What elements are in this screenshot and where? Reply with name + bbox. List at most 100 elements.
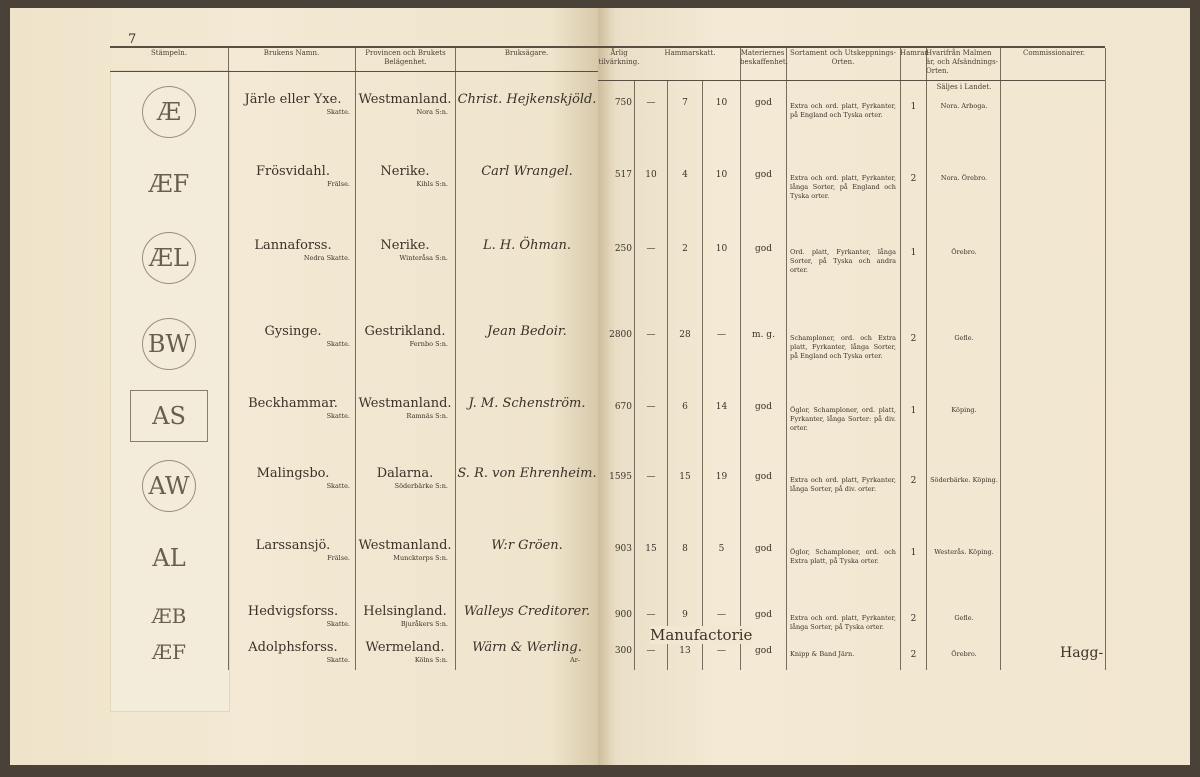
- column-divider: [355, 48, 356, 670]
- origin: Westerås. Köping.: [934, 548, 994, 556]
- sortament: Schamploner, ord. och Extra platt, Fyrka…: [790, 334, 896, 360]
- header-hamrar: Hamrar.: [900, 49, 930, 57]
- parish: Nora S:n.: [416, 108, 448, 116]
- stamp-mark: AW: [142, 460, 196, 512]
- header-stampeln: Stämpeln.: [150, 49, 187, 57]
- sortament: Ord. platt, Fyrkanter, långa Sorter, på …: [790, 248, 896, 274]
- hamrar: 2: [910, 334, 917, 344]
- sortament: Knipp & Band Järn.: [790, 650, 855, 658]
- hammarskatt-col2: 4: [682, 170, 688, 180]
- hammarskatt-col1: —: [646, 244, 656, 254]
- left-page: 7 Stämpeln. Brukens Namn. Provincen och …: [10, 8, 598, 765]
- brukets-namn: Larssansjö.: [255, 538, 331, 553]
- saljes-i-landet: Säljes i Landet.: [936, 83, 992, 91]
- parish: Ramnäs S:n.: [406, 412, 448, 420]
- hammarskatt-col2: 28: [679, 330, 691, 340]
- hammarskatt-col1: 10: [645, 170, 657, 180]
- header-materier: Materiernes beskaffenhet.: [740, 49, 788, 66]
- material-quality: god: [755, 402, 772, 412]
- annual-production: 517: [614, 170, 632, 180]
- origin: Nora. Örebro.: [940, 174, 988, 182]
- material-quality: god: [755, 472, 772, 482]
- brukets-namn: Beckhammar.: [248, 396, 338, 411]
- origin: Nora. Arboga.: [940, 102, 988, 110]
- column-divider: [900, 48, 901, 670]
- material-quality: m. g.: [752, 330, 775, 340]
- hammarskatt-col3: 10: [715, 244, 728, 254]
- tenure: Skatte.: [326, 412, 350, 420]
- column-divider: [926, 48, 927, 670]
- material-quality: god: [755, 544, 772, 554]
- hamrar: 2: [910, 614, 917, 624]
- column-divider: [634, 80, 635, 670]
- page-number: 7: [128, 32, 137, 47]
- province: Dalarna.: [376, 466, 434, 481]
- hammarskatt-col3: —: [717, 646, 726, 656]
- column-divider: [1000, 48, 1001, 670]
- header-bruksagare: Bruksägare.: [504, 49, 549, 57]
- column-divider: [228, 48, 229, 670]
- hamrar: 2: [910, 650, 917, 660]
- parish: Kölns S:n.: [414, 656, 448, 664]
- annual-production: 2800: [609, 330, 632, 340]
- province: Wermeland.: [365, 640, 445, 655]
- header-hammarskatt: Hammarskatt.: [664, 49, 716, 57]
- province: Nerike.: [380, 164, 430, 179]
- hammarskatt-col3: 10: [715, 170, 728, 180]
- header-arlig: Årlig tilvärkning.: [598, 49, 640, 66]
- material-quality: god: [755, 170, 772, 180]
- annual-production: 900: [614, 610, 632, 620]
- hammarskatt-col2: 7: [682, 98, 688, 108]
- annual-production: 903: [614, 544, 632, 554]
- owner-note: Ar-: [570, 656, 580, 664]
- hammarskatt-col1: —: [646, 646, 656, 656]
- bruksagare: W:r Gröen.: [491, 538, 563, 553]
- column-divider: [786, 48, 787, 670]
- bruksagare: J. M. Schenström.: [468, 396, 586, 411]
- bruksagare: Carl Wrangel.: [481, 164, 573, 179]
- tenure: Skatte.: [326, 108, 350, 116]
- brukets-namn: Gysinge.: [264, 324, 322, 339]
- stamp-mark: Æ: [142, 86, 196, 138]
- annual-production: 750: [614, 98, 632, 108]
- parish: Fernbo S:n.: [409, 340, 448, 348]
- annual-production: 300: [614, 646, 632, 656]
- stamp-mark: AS: [130, 390, 208, 442]
- hammarskatt-col2: 8: [682, 544, 688, 554]
- sortament: Extra och ord. platt, Fyrkanter, långa S…: [790, 614, 896, 631]
- bruksagare: Christ. Hejkenskjöld.: [457, 92, 597, 107]
- annual-production: 1595: [609, 472, 632, 482]
- hamrar: 1: [910, 406, 917, 416]
- hamrar: 2: [910, 174, 917, 184]
- material-quality: god: [755, 610, 772, 620]
- parish: Winteråsa S:n.: [399, 254, 448, 262]
- header-provincen: Provincen och Brukets Belägenhet.: [365, 49, 446, 66]
- tenure: Frälse.: [327, 554, 350, 562]
- right-page: Årlig tilvärkning. Hammarskatt. Materier…: [598, 8, 1190, 765]
- brukets-namn: Malingsbo.: [256, 466, 330, 481]
- hammarskatt-col1: —: [646, 402, 656, 412]
- hammarskatt-col1: —: [646, 98, 656, 108]
- column-divider: [702, 80, 703, 670]
- hammarskatt-col3: 5: [718, 544, 725, 554]
- manufactorie-label: Manufactorie: [650, 626, 753, 644]
- parish: Bjuråkers S:n.: [400, 620, 448, 628]
- bruksagare: Walleys Creditorer.: [463, 604, 591, 619]
- stamp-mark: BW: [142, 318, 196, 370]
- header-top-rule: [598, 46, 1105, 48]
- tenure: Skatte.: [326, 656, 350, 664]
- column-divider: [740, 48, 741, 670]
- header-bottom-rule: [110, 71, 598, 72]
- header-bottom-rule: [598, 80, 1105, 81]
- stamp-mark: AL: [152, 544, 186, 572]
- province: Helsingland.: [363, 604, 447, 619]
- origin: Gefle.: [954, 334, 974, 342]
- hammarskatt-col2: 13: [679, 646, 691, 656]
- stamp-mark: ÆB: [151, 604, 187, 628]
- hammarskatt-col3: 14: [715, 402, 728, 412]
- origin: Örebro.: [951, 650, 977, 658]
- sortament: Extra och ord. platt, Fyrkanter, på Engl…: [790, 102, 896, 119]
- brukets-namn: Hedvigsforss.: [247, 604, 339, 619]
- stamp-mark: ÆF: [148, 170, 190, 198]
- column-divider: [667, 80, 668, 670]
